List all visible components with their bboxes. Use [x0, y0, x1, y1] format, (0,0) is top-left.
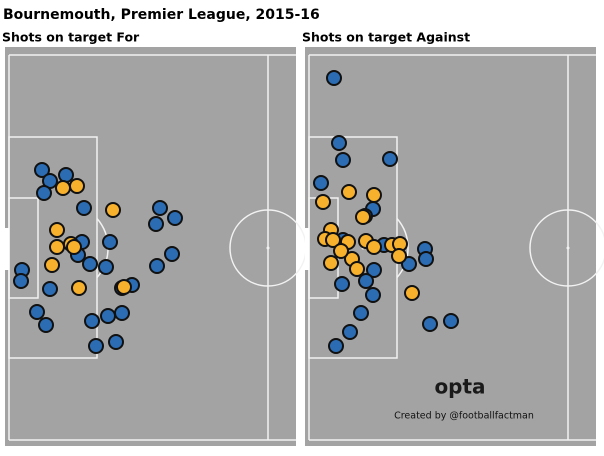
goal — [305, 228, 309, 270]
shot-dot — [366, 239, 382, 255]
shot-dot — [355, 209, 371, 225]
shot-dot — [88, 338, 104, 354]
shot-dot — [341, 184, 357, 200]
shot-dot — [98, 259, 114, 275]
page-title: Bournemouth, Premier League, 2015-16 — [3, 7, 320, 23]
shot-dot — [108, 334, 124, 350]
shot-dot — [326, 70, 342, 86]
shot-dot — [365, 287, 381, 303]
shot-dot — [13, 273, 29, 289]
shot-dot — [443, 313, 459, 329]
pitch — [5, 47, 296, 446]
shot-dot — [333, 243, 349, 259]
shot-dot — [167, 210, 183, 226]
shot-dot — [148, 216, 164, 232]
shot-dot — [49, 222, 65, 238]
centre-circle — [529, 209, 604, 287]
shot-dot — [152, 200, 168, 216]
shot-dot — [313, 175, 329, 191]
shot-dot — [100, 308, 116, 324]
shot-dot — [349, 261, 365, 277]
shot-dot — [366, 262, 382, 278]
shot-dot — [323, 255, 339, 271]
shot-dot — [382, 151, 398, 167]
credit: Created by @footballfactman — [394, 411, 534, 422]
shot-dot — [325, 232, 341, 248]
shot-dot — [69, 178, 85, 194]
shot-dot — [149, 258, 165, 274]
shot-dot — [58, 167, 74, 183]
shot-dot — [418, 251, 434, 267]
penalty-arc — [396, 218, 409, 278]
shot-dot — [42, 281, 58, 297]
shot-dot — [334, 276, 350, 292]
shot-dot — [315, 194, 331, 210]
shot-dot — [55, 180, 71, 196]
shot-dot — [358, 273, 374, 289]
shot-dot — [404, 285, 420, 301]
shot-dot — [71, 280, 87, 296]
shot-dot — [342, 324, 358, 340]
shot-dot — [331, 135, 347, 151]
shot-dot — [328, 338, 344, 354]
centre-spot — [566, 246, 570, 250]
chart-title: Shots on target For — [2, 30, 140, 45]
shot-dot — [29, 304, 45, 320]
shot-dot — [335, 152, 351, 168]
shot-dot — [164, 246, 180, 262]
shot-dot — [34, 162, 50, 178]
shot-dot — [391, 248, 407, 264]
shot-dot — [82, 256, 98, 272]
goal — [5, 228, 9, 270]
centre-spot — [266, 246, 270, 250]
shot-dot — [84, 313, 100, 329]
shot-dot — [38, 317, 54, 333]
shot-dot — [353, 305, 369, 321]
shot-dot — [116, 279, 132, 295]
shot-dot — [44, 257, 60, 273]
shot-dot — [36, 185, 52, 201]
shot-dot — [66, 239, 82, 255]
shot-dot — [49, 239, 65, 255]
shot-dot — [105, 202, 121, 218]
shot-dot — [102, 234, 118, 250]
chart-title: Shots on target Against — [302, 30, 470, 45]
shot-dot — [366, 187, 382, 203]
logo: opta — [434, 375, 485, 399]
shot-dot — [422, 316, 438, 332]
shot-dot — [76, 200, 92, 216]
shot-dot — [114, 305, 130, 321]
